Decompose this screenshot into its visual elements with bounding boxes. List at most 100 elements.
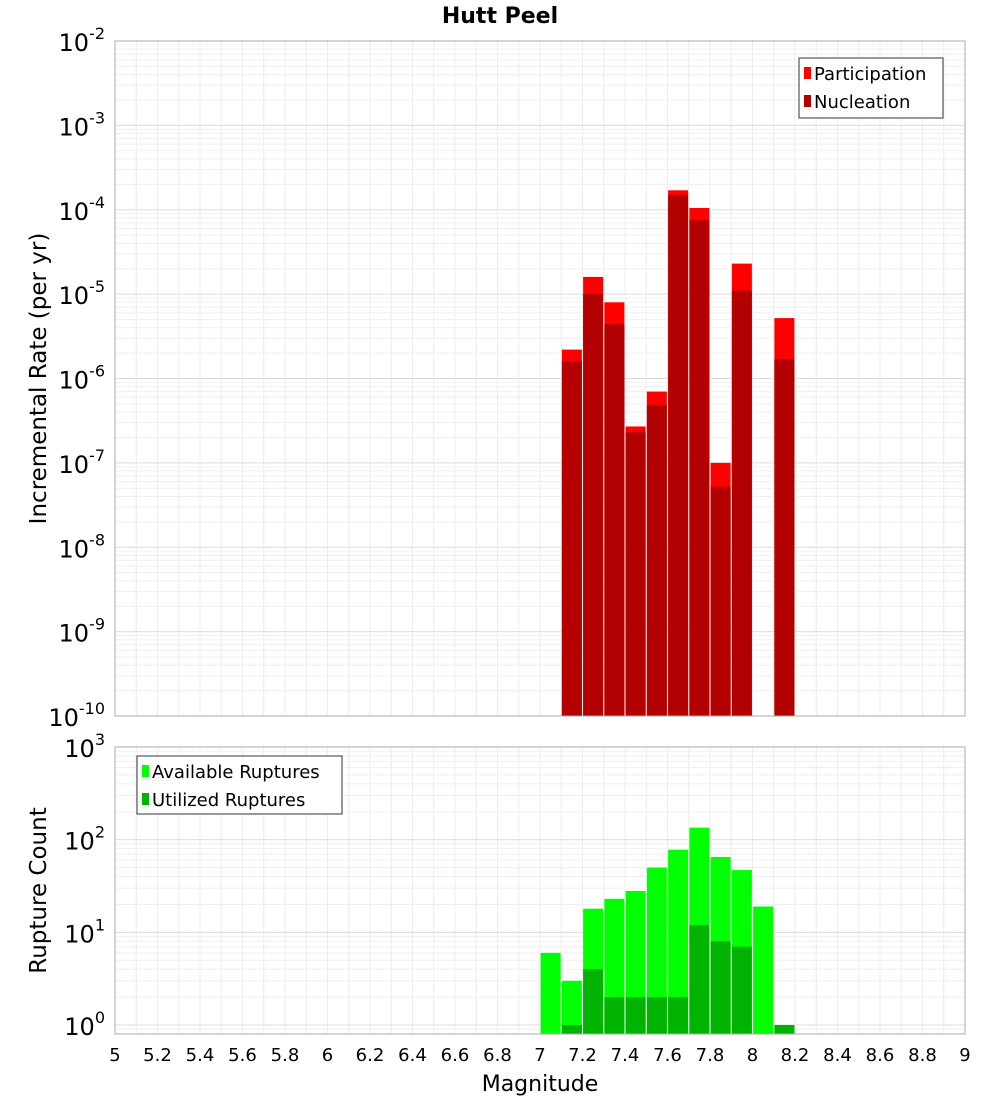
bar-available-ruptures xyxy=(561,980,582,1034)
y-tick-exponent: -7 xyxy=(89,446,105,465)
y-tick-label: 10-10 xyxy=(48,699,105,732)
legend-box xyxy=(136,755,343,815)
y-tick-exponent: 1 xyxy=(95,915,105,934)
x-tick-label: 6.2 xyxy=(356,1045,385,1066)
x-tick-label: 7.8 xyxy=(696,1045,725,1066)
x-tick-label: 5.8 xyxy=(271,1045,300,1066)
bar-utilized-ruptures xyxy=(731,946,752,1034)
bar-nucleation xyxy=(731,290,752,716)
x-tick-label: 5 xyxy=(109,1045,120,1066)
bar-utilized-ruptures xyxy=(625,997,646,1034)
plot-frame xyxy=(114,746,966,1035)
bar-nucleation xyxy=(689,220,710,717)
y-tick-exponent: 3 xyxy=(95,730,105,749)
y-tick-exponent: 0 xyxy=(95,1008,105,1027)
bar-nucleation xyxy=(583,294,604,716)
bar-utilized-ruptures xyxy=(604,997,625,1034)
x-tick-label: 5.4 xyxy=(186,1045,215,1066)
y-tick-label: 10-7 xyxy=(59,446,106,479)
x-tick-label: 9 xyxy=(959,1045,970,1066)
y-tick-exponent: -6 xyxy=(89,362,105,381)
y-tick-exponent: -10 xyxy=(79,699,105,718)
bar-available-ruptures xyxy=(753,906,774,1034)
bar-nucleation xyxy=(604,324,625,716)
x-tick-label: 8.2 xyxy=(781,1045,810,1066)
y-tick-exponent: 2 xyxy=(95,823,105,842)
y-tick-base: 10 xyxy=(59,535,90,563)
bar-utilized-ruptures xyxy=(689,925,710,1034)
bar-available-ruptures xyxy=(668,849,689,1034)
x-tick-label: 8 xyxy=(747,1045,758,1066)
legend-label: Utilized Ruptures xyxy=(152,790,305,811)
x-tick-label: 7 xyxy=(534,1045,545,1066)
y-tick-base: 10 xyxy=(59,451,90,479)
x-tick-label: 8.6 xyxy=(866,1045,895,1066)
x-tick-label: 7.4 xyxy=(611,1045,640,1066)
y-tick-base: 10 xyxy=(59,113,90,141)
y-tick-exponent: -2 xyxy=(89,24,105,43)
legend-label: Participation xyxy=(814,64,926,85)
legend-swatch xyxy=(804,67,811,79)
y-tick-base: 10 xyxy=(64,1013,95,1041)
y-tick-base: 10 xyxy=(64,735,95,763)
y-tick-base: 10 xyxy=(59,620,90,648)
y-tick-base: 10 xyxy=(59,29,90,57)
legend-swatch xyxy=(804,95,811,107)
y-tick-base: 10 xyxy=(59,367,90,395)
legend-swatch xyxy=(142,793,149,805)
y-tick-label: 10-2 xyxy=(59,24,106,57)
bar-utilized-ruptures xyxy=(561,1025,582,1034)
bar-utilized-ruptures xyxy=(710,941,731,1034)
y-tick-exponent: -8 xyxy=(89,530,105,549)
y-axis-label: Rupture Count xyxy=(26,807,52,973)
y-tick-label: 10-5 xyxy=(59,277,106,310)
x-tick-label: 6.4 xyxy=(398,1045,427,1066)
y-tick-exponent: -4 xyxy=(89,193,105,212)
x-tick-label: 7.6 xyxy=(653,1045,682,1066)
y-tick-label: 103 xyxy=(64,730,105,763)
y-tick-base: 10 xyxy=(59,198,90,226)
plot-frame xyxy=(114,40,966,717)
x-tick-label: 7.2 xyxy=(568,1045,597,1066)
bar-utilized-ruptures xyxy=(583,969,604,1034)
bar-utilized-ruptures xyxy=(646,997,667,1034)
y-tick-exponent: -3 xyxy=(89,108,105,127)
y-tick-base: 10 xyxy=(59,282,90,310)
bar-nucleation xyxy=(646,405,667,716)
legend-label: Available Ruptures xyxy=(152,762,320,783)
bar-utilized-ruptures xyxy=(774,1025,795,1034)
legend-box xyxy=(798,57,944,119)
y-tick-label: 10-3 xyxy=(59,108,106,141)
y-tick-exponent: -9 xyxy=(89,615,105,634)
x-axis-label: Magnitude xyxy=(482,1072,599,1097)
bar-nucleation xyxy=(561,361,582,716)
bar-available-ruptures xyxy=(540,952,561,1034)
bar-nucleation xyxy=(625,432,646,716)
y-tick-base: 10 xyxy=(64,828,95,856)
bar-nucleation xyxy=(710,486,731,716)
chart-title: Hutt Peel xyxy=(442,4,558,29)
x-tick-label: 5.2 xyxy=(143,1045,172,1066)
y-tick-label: 10-9 xyxy=(59,615,106,648)
y-tick-label: 10-4 xyxy=(59,193,106,226)
bar-nucleation xyxy=(668,194,689,716)
legend-label: Nucleation xyxy=(814,92,910,113)
y-tick-label: 100 xyxy=(64,1008,105,1041)
y-tick-label: 10-6 xyxy=(59,362,106,395)
x-tick-label: 6.6 xyxy=(441,1045,470,1066)
y-tick-exponent: -5 xyxy=(89,277,105,296)
x-tick-label: 5.6 xyxy=(228,1045,257,1066)
x-tick-label: 6 xyxy=(322,1045,333,1066)
x-tick-label: 8.4 xyxy=(823,1045,852,1066)
x-tick-label: 8.8 xyxy=(908,1045,937,1066)
y-tick-label: 101 xyxy=(64,915,105,948)
bar-utilized-ruptures xyxy=(668,997,689,1034)
y-tick-base: 10 xyxy=(64,920,95,948)
y-tick-label: 10-8 xyxy=(59,530,106,563)
y-axis-label: Incremental Rate (per yr) xyxy=(26,233,52,525)
y-tick-label: 102 xyxy=(64,823,105,856)
bar-nucleation xyxy=(774,359,795,716)
x-tick-label: 6.8 xyxy=(483,1045,512,1066)
